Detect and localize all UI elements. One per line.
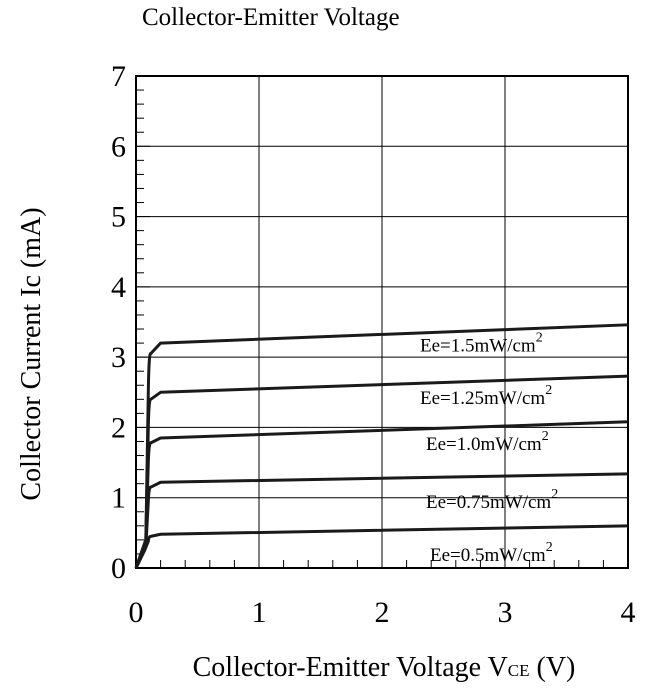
- series-label: Ee=1.0mW/cm2: [426, 429, 549, 455]
- y-tick-labels: 0 1 2 3 4 5 6 7: [111, 60, 126, 585]
- series-line: [134, 472, 629, 569]
- x-tick-labels: 0 1 2 3 4: [129, 596, 636, 629]
- y-tick-label: 0: [111, 552, 126, 585]
- series-label-superscript: 2: [536, 330, 543, 345]
- series-curves: [134, 323, 629, 569]
- series-label-text: Ee=1.25mW/cm: [420, 388, 545, 409]
- y-axis-label: Collector Current Ic (mA): [16, 207, 47, 500]
- x-tick-label: 0: [129, 596, 144, 629]
- plot-frame: [135, 75, 629, 569]
- series-label-text: Ee=1.0mW/cm: [426, 434, 542, 455]
- series-label-superscript: 2: [551, 487, 558, 502]
- x-tick-label: 2: [375, 596, 390, 629]
- series-line: [134, 323, 629, 569]
- series-label-superscript: 2: [546, 540, 553, 555]
- y-tick-label: 3: [111, 341, 126, 374]
- x-axis-label: Collector-Emitter Voltage VCE (V): [193, 652, 576, 683]
- series-line: [134, 374, 629, 569]
- y-tick-label: 7: [111, 60, 126, 93]
- series-label-text: Ee=0.75mW/cm: [426, 492, 551, 513]
- series-label: Ee=1.5mW/cm2: [420, 330, 543, 356]
- x-axis-label-subscript: CE: [508, 661, 530, 680]
- series-line: [134, 524, 629, 569]
- series-label-superscript: 2: [545, 383, 552, 398]
- grid-lines: [136, 76, 628, 568]
- y-tick-label: 4: [111, 271, 126, 304]
- series-label-text: Ee=0.5mW/cm: [430, 545, 546, 566]
- y-tick-label: 5: [111, 201, 126, 234]
- y-tick-label: 1: [111, 482, 126, 515]
- series-labels: Ee=1.5mW/cm2Ee=1.25mW/cm2Ee=1.0mW/cm2Ee=…: [420, 330, 558, 566]
- x-tick-label: 1: [252, 596, 267, 629]
- y-tick-label: 6: [111, 130, 126, 163]
- series-label: Ee=0.75mW/cm2: [426, 487, 558, 513]
- x-tick-label: 3: [498, 596, 513, 629]
- series-label: Ee=0.5mW/cm2: [430, 540, 553, 566]
- series-label: Ee=1.25mW/cm2: [420, 383, 552, 409]
- y-tick-label: 2: [111, 411, 126, 444]
- series-label-superscript: 2: [542, 429, 549, 444]
- x-axis-label-main: Collector-Emitter Voltage V: [193, 652, 508, 683]
- chart-title: Collector-Emitter Voltage: [142, 4, 400, 31]
- x-axis-label-unit: (V): [530, 652, 576, 683]
- x-tick-label: 4: [621, 596, 636, 629]
- series-label-text: Ee=1.5mW/cm: [420, 335, 536, 356]
- series-line: [134, 420, 629, 569]
